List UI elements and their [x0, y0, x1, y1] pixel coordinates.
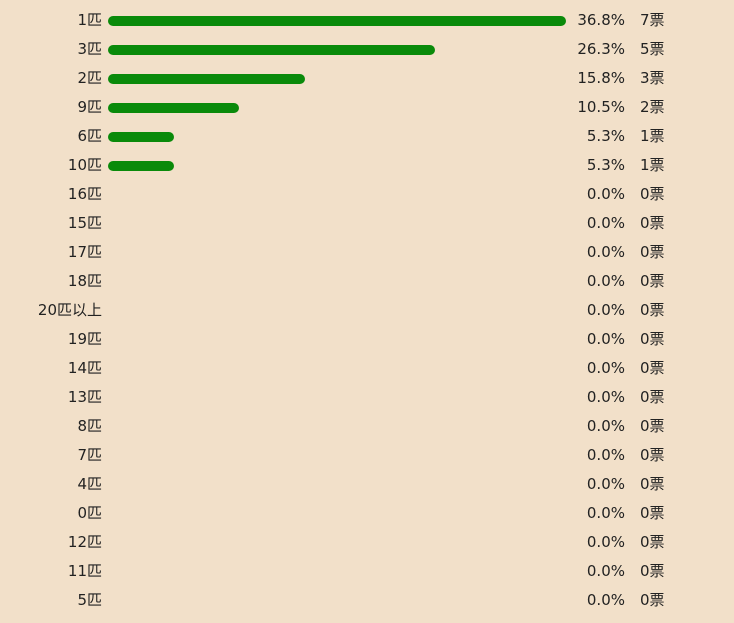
vote-count-label: 0票 [640, 359, 665, 377]
category-label: 16匹 [67, 185, 102, 203]
vote-count-label: 0票 [640, 388, 665, 406]
result-row: 14匹 0.0% 0票 [0, 354, 734, 383]
result-bar [108, 161, 174, 171]
vote-count-label: 0票 [640, 330, 665, 348]
category-label: 4匹 [77, 475, 102, 493]
result-row: 2匹 15.8% 3票 [0, 64, 734, 93]
result-row: 9匹 10.5% 2票 [0, 93, 734, 122]
result-row: 4匹 0.0% 0票 [0, 470, 734, 499]
vote-count-label: 0票 [640, 243, 665, 261]
vote-count-label: 7票 [640, 11, 665, 29]
category-label: 9匹 [77, 98, 102, 116]
percent-label: 0.0% [586, 417, 625, 435]
percent-label: 26.3% [577, 40, 625, 58]
percent-label: 5.3% [586, 156, 625, 174]
percent-label: 0.0% [586, 388, 625, 406]
result-row: 13匹 0.0% 0票 [0, 383, 734, 412]
result-row: 16匹 0.0% 0票 [0, 180, 734, 209]
category-label: 20匹以上 [37, 301, 102, 319]
vote-count-label: 0票 [640, 533, 665, 551]
category-label: 15匹 [67, 214, 102, 232]
vote-count-label: 0票 [640, 185, 665, 203]
result-bar [108, 103, 239, 113]
percent-label: 0.0% [586, 591, 625, 609]
result-row: 20匹以上 0.0% 0票 [0, 296, 734, 325]
vote-count-label: 2票 [640, 98, 665, 116]
result-row: 5匹 0.0% 0票 [0, 586, 734, 615]
result-row: 7匹 0.0% 0票 [0, 441, 734, 470]
percent-label: 5.3% [586, 127, 625, 145]
category-label: 12匹 [67, 533, 102, 551]
category-label: 3匹 [77, 40, 102, 58]
percent-label: 0.0% [586, 301, 625, 319]
category-label: 18匹 [67, 272, 102, 290]
percent-label: 10.5% [577, 98, 625, 116]
category-label: 6匹 [77, 127, 102, 145]
percent-label: 0.0% [586, 475, 625, 493]
vote-count-label: 1票 [640, 127, 665, 145]
percent-label: 0.0% [586, 214, 625, 232]
vote-count-label: 0票 [640, 591, 665, 609]
category-label: 8匹 [77, 417, 102, 435]
category-label: 13匹 [67, 388, 102, 406]
percent-label: 0.0% [586, 243, 625, 261]
percent-label: 0.0% [586, 272, 625, 290]
vote-count-label: 0票 [640, 475, 665, 493]
percent-label: 0.0% [586, 504, 625, 522]
percent-label: 15.8% [577, 69, 625, 87]
vote-count-label: 0票 [640, 562, 665, 580]
category-label: 0匹 [77, 504, 102, 522]
category-label: 17匹 [67, 243, 102, 261]
vote-count-label: 5票 [640, 40, 665, 58]
result-row: 11匹 0.0% 0票 [0, 557, 734, 586]
result-row: 1匹 36.8% 7票 [0, 6, 734, 35]
category-label: 1匹 [77, 11, 102, 29]
vote-count-label: 0票 [640, 446, 665, 464]
category-label: 10匹 [67, 156, 102, 174]
result-row: 3匹 26.3% 5票 [0, 35, 734, 64]
vote-count-label: 0票 [640, 504, 665, 522]
result-bar [108, 132, 174, 142]
result-row: 0匹 0.0% 0票 [0, 499, 734, 528]
vote-count-label: 1票 [640, 156, 665, 174]
category-label: 14匹 [67, 359, 102, 377]
category-label: 2匹 [77, 69, 102, 87]
result-row: 15匹 0.0% 0票 [0, 209, 734, 238]
vote-count-label: 0票 [640, 301, 665, 319]
percent-label: 0.0% [586, 446, 625, 464]
result-row: 8匹 0.0% 0票 [0, 412, 734, 441]
percent-label: 0.0% [586, 562, 625, 580]
result-row: 6匹 5.3% 1票 [0, 122, 734, 151]
result-row: 17匹 0.0% 0票 [0, 238, 734, 267]
percent-label: 0.0% [586, 359, 625, 377]
result-row: 18匹 0.0% 0票 [0, 267, 734, 296]
result-bar [108, 74, 305, 84]
percent-label: 36.8% [577, 11, 625, 29]
category-label: 11匹 [67, 562, 102, 580]
percent-label: 0.0% [586, 185, 625, 203]
vote-count-label: 3票 [640, 69, 665, 87]
category-label: 5匹 [77, 591, 102, 609]
category-label: 7匹 [77, 446, 102, 464]
percent-label: 0.0% [586, 533, 625, 551]
result-bar [108, 45, 435, 55]
vote-count-label: 0票 [640, 417, 665, 435]
result-row: 10匹 5.3% 1票 [0, 151, 734, 180]
vote-count-label: 0票 [640, 214, 665, 232]
percent-label: 0.0% [586, 330, 625, 348]
result-bar [108, 16, 566, 26]
result-row: 12匹 0.0% 0票 [0, 528, 734, 557]
category-label: 19匹 [67, 330, 102, 348]
vote-count-label: 0票 [640, 272, 665, 290]
result-row: 19匹 0.0% 0票 [0, 325, 734, 354]
